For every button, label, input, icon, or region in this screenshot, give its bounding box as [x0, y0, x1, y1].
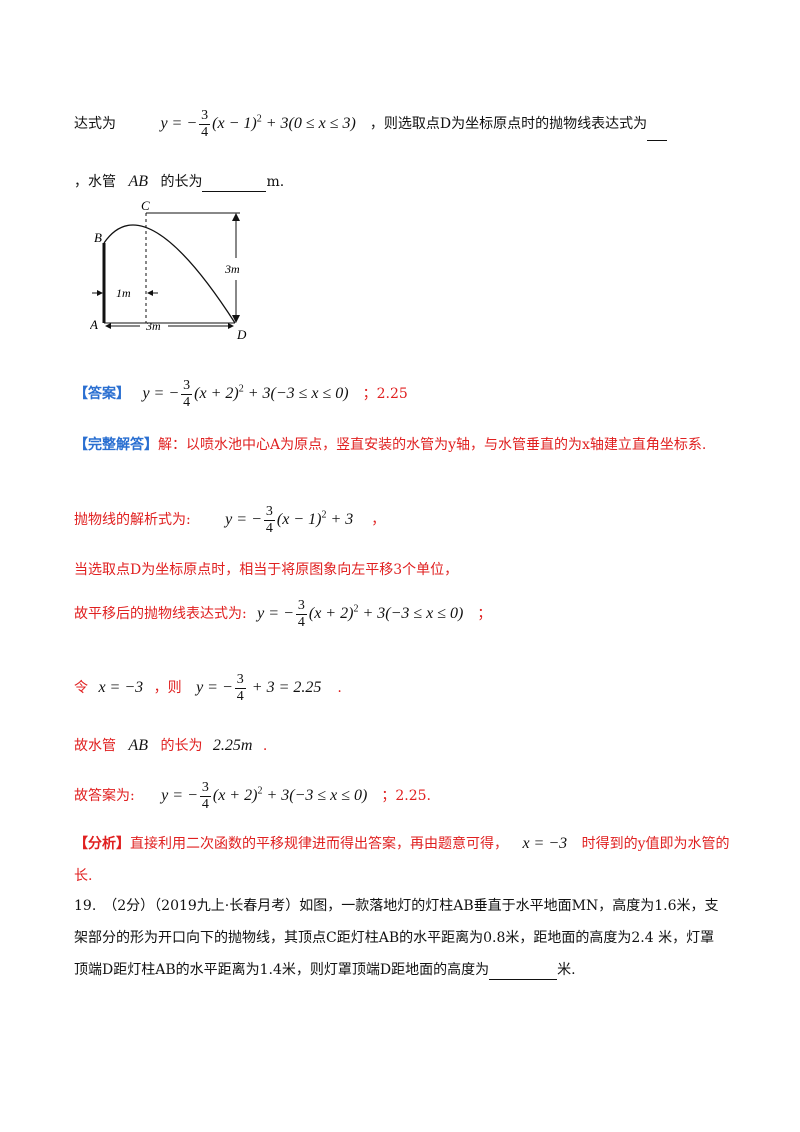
- solution-ab: 故水管 AB 的长为 2.25m .: [74, 737, 268, 754]
- answer-formula: y = −3 4 (x + 2)2 + 3(−3 ≤ x ≤ 0): [142, 378, 349, 410]
- fountain-figure: C B A D 3m 1m 3m: [89, 198, 260, 347]
- q19-line1: 19. （2分）（2019九上·长春月考）如图，一款落地灯的灯柱AB垂直于水平地…: [74, 898, 719, 914]
- label-3m: 3m: [145, 319, 161, 333]
- answer-tag: 【答案】: [74, 386, 130, 403]
- parabola-curve: [103, 224, 236, 324]
- label-b: B: [94, 230, 102, 245]
- answer-line: 【答案】 y = −3 4 (x + 2)2 + 3(−3 ≤ x ≤ 0) ；2.…: [74, 378, 408, 410]
- q19-line2: 架部分的形为开口向下的抛物线，其顶点C距灯柱AB的水平距离为0.8米，距地面的高…: [74, 930, 715, 946]
- q19-line3: 顶端D距灯柱AB的水平距离为1.4米，则灯罩顶端D距地面的高度为 米.: [74, 962, 576, 980]
- solution-shifted: 故平移后的抛物线表达式为: y = −3 4 (x + 2)2 + 3(−3 ≤ x…: [74, 598, 492, 630]
- solution-let: 令 x = −3 ，则 y = −3 4 + 3 = 2.25 .: [74, 672, 342, 704]
- answer-blank-q19: [489, 979, 558, 980]
- solution-parabola: 抛物线的解析式为: y = −3 4 (x − 1)2 + 3 ，: [74, 504, 386, 536]
- answer-blank-2: [202, 191, 267, 192]
- label-c: C: [141, 198, 150, 213]
- solution-shift: 当选取点D为坐标原点时，相当于将原图象向左平移3个单位，: [74, 562, 459, 578]
- solution-tag: 【完整解答】: [74, 437, 158, 453]
- analysis-line1: 【分析】直接利用二次函数的平移规律进而得出答案，再由题意可得， x = −3 时…: [74, 835, 730, 852]
- q18-line2: ，水管 AB 的长为 m.: [74, 173, 285, 192]
- q18-line1: 达式为 y = −3 4 (x − 1)2 + 3(0 ≤ x ≤ 3) ，则选取点…: [74, 108, 668, 141]
- solution-final: 故答案为: y = −3 4 (x + 2)2 + 3(−3 ≤ x ≤ 0) ；2…: [74, 780, 431, 812]
- parabola-diagram: C B A D 3m 1m 3m: [89, 198, 247, 342]
- analysis-tag: 【分析】: [74, 836, 130, 852]
- label-1m: 1m: [116, 286, 131, 300]
- label-height: 3m: [224, 262, 240, 276]
- label-d: D: [236, 327, 247, 342]
- label-a: A: [90, 317, 98, 332]
- solution-intro: 【完整解答】解：以喷水池中心A为原点，竖直安装的水管为y轴，与水管垂直的为x轴建…: [74, 437, 707, 453]
- answer-blank-1: [647, 140, 668, 141]
- q18-formula: y = −3 4 (x − 1)2 + 3(0 ≤ x ≤ 3): [160, 108, 356, 140]
- analysis-line2: 长.: [74, 868, 93, 884]
